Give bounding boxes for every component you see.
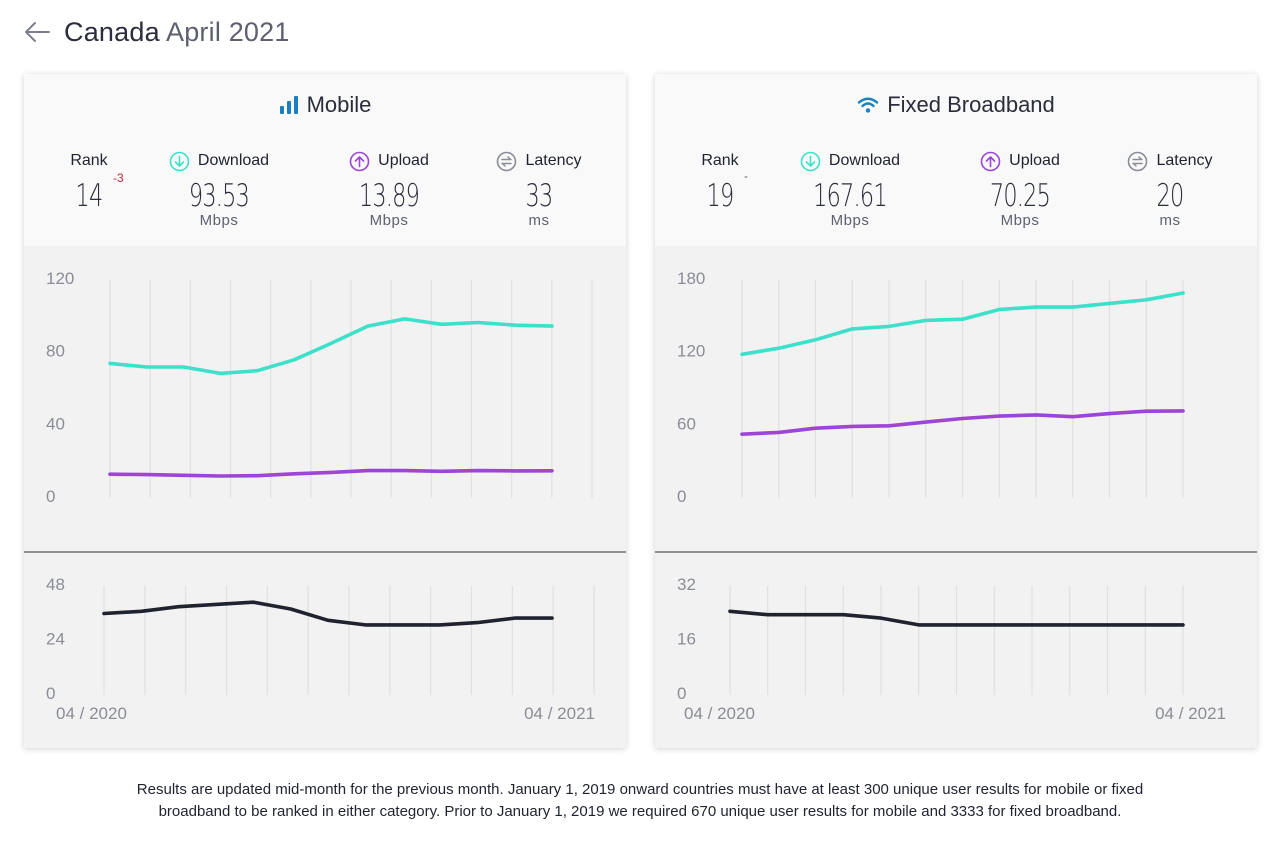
latency-label: Latency [1156, 152, 1213, 169]
download-label: Download [828, 152, 901, 169]
mobile-card: Mobile Rank 14 -3 Download 93.53 Mbps Up… [24, 74, 626, 748]
latency-line [728, 609, 1185, 627]
upload-icon [349, 151, 370, 172]
download-value: 167.61 [813, 178, 888, 214]
upload-label: Upload [378, 152, 429, 169]
fixed-latency: Latency 20 ms [1111, 150, 1229, 229]
mobile-speed-lines [108, 317, 554, 478]
fixed-download: Download 167.61 Mbps [791, 150, 909, 229]
mobile-speed-yticks: 0 40 80 120 [46, 269, 74, 506]
y-tick-label: 48 [46, 575, 65, 594]
x-start-label: 04 / 2020 [684, 704, 755, 723]
footnote-line-1: Results are updated mid-month for the pr… [136, 781, 1144, 798]
latency-line [102, 600, 554, 627]
download-line [108, 317, 554, 376]
upload-line [108, 468, 554, 478]
rank-label: Rank [701, 152, 739, 169]
rank-value: 14 [75, 178, 104, 214]
y-tick-label: 0 [677, 684, 686, 703]
mobile-latency: Latency 33 ms [480, 150, 598, 229]
rank-label: Rank [70, 152, 108, 169]
fixed-upload: Upload 70.25 Mbps [961, 150, 1079, 229]
fixed-latency-lines [728, 609, 1185, 627]
mobile-rank: Rank 14 [58, 150, 120, 214]
upload-icon [980, 151, 1001, 172]
download-icon [169, 151, 190, 172]
mobile-latency-yticks: 0 24 48 [46, 575, 65, 703]
y-tick-label: 0 [677, 487, 686, 506]
y-tick-label: 60 [677, 414, 696, 433]
latency-icon [1127, 151, 1148, 172]
fixed-latency-grid [729, 586, 1184, 695]
fixed-card-title: Fixed Broadband [655, 92, 1257, 118]
fixed-summary: Fixed Broadband Rank 19 - Download 167.6… [655, 74, 1257, 246]
rank-change: -3 [113, 171, 124, 185]
y-tick-label: 40 [46, 414, 65, 433]
fixed-broadband-card: Fixed Broadband Rank 19 - Download 167.6… [655, 74, 1257, 748]
y-tick-label: 0 [46, 684, 55, 703]
mobile-title-label: Mobile [306, 92, 372, 117]
latency-value: 20 [1156, 178, 1185, 214]
rank-change: - [744, 169, 748, 183]
y-tick-label: 180 [677, 269, 705, 288]
upload-label: Upload [1009, 152, 1060, 169]
upload-value: 70.25 [989, 178, 1051, 214]
mobile-latency-lines [102, 600, 554, 627]
mobile-chart: 0 40 80 120 0 24 48 04 / 2020 04 / 2021 [24, 269, 626, 723]
download-label: Download [197, 152, 270, 169]
y-tick-label: 120 [46, 269, 74, 288]
download-line [740, 291, 1185, 357]
footnote-line-2: broadband to be ranked in either categor… [158, 803, 1122, 820]
upload-unit: Mbps [369, 212, 409, 229]
country-name: Canada [64, 16, 160, 47]
mobile-card-title: Mobile [24, 92, 626, 118]
footnote: Results are updated mid-month for the pr… [20, 779, 1260, 823]
fixed-chart: 0 60 120 180 0 16 32 04 / 2020 04 / 2021 [655, 269, 1257, 723]
latency-label: Latency [525, 152, 582, 169]
latency-value: 33 [525, 178, 554, 214]
mobile-upload: Upload 13.89 Mbps [330, 150, 448, 229]
latency-unit: ms [528, 212, 550, 229]
x-end-label: 04 / 2021 [1155, 704, 1226, 723]
upload-value: 13.89 [358, 178, 420, 214]
mobile-speed-grid [109, 280, 593, 498]
latency-icon [496, 151, 517, 172]
signal-bars-icon [279, 95, 299, 115]
upload-line [740, 409, 1185, 436]
y-tick-label: 120 [677, 342, 705, 361]
fixed-rank: Rank 19 [689, 150, 751, 214]
report-period: April 2021 [166, 16, 290, 47]
fixed-title-label: Fixed Broadband [887, 92, 1055, 117]
upload-unit: Mbps [1000, 212, 1040, 229]
mobile-download: Download 93.53 Mbps [160, 150, 278, 229]
fixed-speed-yticks: 0 60 120 180 [677, 269, 705, 506]
back-arrow-icon[interactable] [22, 17, 52, 47]
wifi-icon [857, 96, 879, 114]
y-tick-label: 32 [677, 575, 696, 594]
fixed-speed-lines [740, 291, 1185, 436]
download-icon [800, 151, 821, 172]
page-title: Canada April 2021 [64, 17, 290, 48]
download-unit: Mbps [199, 212, 239, 229]
mobile-summary: Mobile Rank 14 -3 Download 93.53 Mbps Up… [24, 74, 626, 246]
y-tick-label: 0 [46, 487, 55, 506]
page-header: Canada April 2021 [22, 14, 290, 50]
y-tick-label: 24 [46, 630, 65, 649]
y-tick-label: 80 [46, 342, 65, 361]
download-unit: Mbps [830, 212, 870, 229]
x-end-label: 04 / 2021 [524, 704, 595, 723]
x-start-label: 04 / 2020 [56, 704, 127, 723]
download-value: 93.53 [188, 178, 250, 214]
fixed-speed-grid [741, 280, 1184, 498]
mobile-latency-grid [103, 586, 595, 695]
fixed-latency-yticks: 0 16 32 [677, 575, 696, 703]
y-tick-label: 16 [677, 630, 696, 649]
latency-unit: ms [1159, 212, 1181, 229]
rank-value: 19 [706, 178, 735, 214]
